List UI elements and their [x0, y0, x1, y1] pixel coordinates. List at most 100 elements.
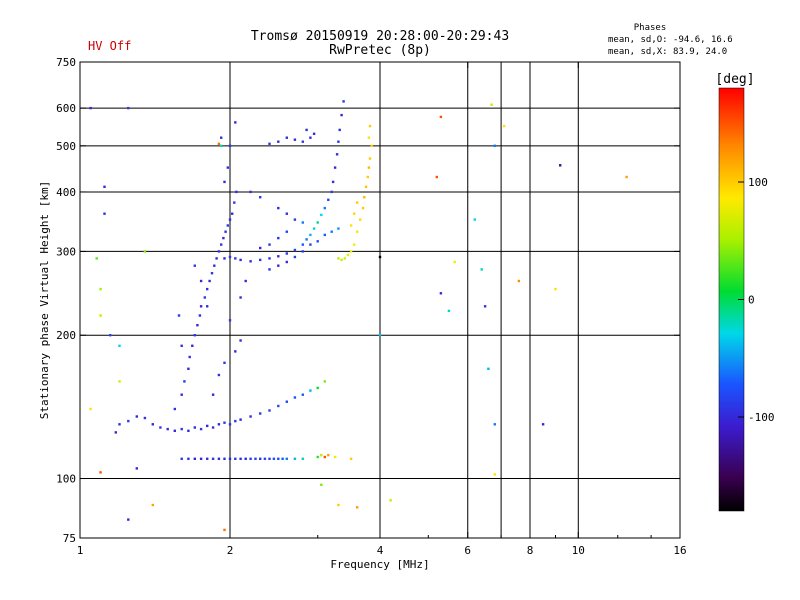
data-point	[480, 268, 483, 271]
data-point	[285, 260, 288, 264]
data-point	[223, 257, 226, 260]
data-point	[188, 355, 191, 359]
data-point	[114, 431, 117, 434]
data-point	[166, 427, 169, 431]
data-point	[268, 142, 271, 145]
x-axis-label: Frequency [MHz]	[330, 558, 429, 571]
data-point	[249, 457, 252, 460]
y-tick-label: 750	[56, 56, 76, 69]
data-point	[361, 206, 365, 210]
data-point	[268, 457, 271, 460]
y-tick-label: 75	[63, 532, 76, 545]
data-point	[493, 473, 496, 476]
data-point	[625, 175, 628, 179]
phases-stats-x: mean, sd,X: 83.9, 24.0	[608, 47, 727, 57]
data-point	[293, 138, 297, 141]
data-point	[193, 334, 196, 337]
data-point	[503, 124, 506, 128]
data-point	[301, 457, 304, 460]
data-point	[228, 218, 232, 221]
data-point	[389, 499, 392, 502]
data-point	[359, 218, 362, 221]
colorbar-tick-label: 0	[748, 294, 755, 307]
data-point	[118, 344, 121, 347]
data-point	[211, 393, 215, 396]
data-point	[249, 190, 252, 194]
phases-stats-o: mean, sd,O: -94.6, 16.6	[608, 35, 733, 45]
data-point	[370, 144, 373, 147]
data-point	[309, 136, 312, 139]
axis-ticks: 1 2 4 6 8 10 16 75 100 200 300 400 500 600 750	[56, 56, 687, 557]
data-point	[363, 196, 366, 199]
data-point	[353, 243, 356, 246]
data-point	[268, 409, 271, 412]
data-point	[226, 224, 229, 227]
data-point	[159, 426, 162, 429]
data-point	[239, 339, 242, 342]
data-point	[199, 305, 203, 308]
data-point	[346, 253, 350, 257]
data-point	[268, 243, 271, 246]
data-point	[320, 213, 323, 217]
data-point	[203, 296, 206, 299]
data-point	[235, 190, 238, 194]
data-point	[180, 427, 183, 431]
data-point	[285, 136, 288, 139]
data-point	[191, 344, 194, 347]
data-point	[285, 252, 288, 255]
data-point	[193, 264, 196, 267]
data-point	[217, 142, 221, 145]
data-point	[330, 190, 333, 194]
data-point	[439, 115, 443, 119]
data-point	[554, 287, 557, 291]
x-tick-label: 10	[572, 544, 585, 557]
data-point	[187, 457, 190, 460]
data-point	[323, 380, 326, 383]
data-point	[135, 415, 138, 418]
data-point	[541, 423, 545, 426]
data-point	[323, 233, 326, 237]
data-point	[268, 257, 271, 260]
data-point	[340, 258, 343, 262]
data-point	[249, 415, 252, 418]
data-point	[151, 503, 154, 507]
data-point	[323, 206, 326, 210]
data-point	[447, 309, 451, 313]
data-point	[337, 503, 340, 507]
data-point	[439, 292, 443, 295]
data-point	[483, 305, 487, 308]
data-point	[285, 457, 288, 460]
data-point	[309, 243, 312, 246]
data-point	[217, 250, 221, 253]
data-point	[277, 236, 280, 240]
data-point	[487, 367, 490, 370]
data-point	[259, 258, 262, 262]
data-point	[220, 136, 223, 139]
data-point	[151, 423, 154, 426]
data-point	[312, 227, 316, 230]
data-point	[208, 279, 211, 283]
data-point	[323, 455, 326, 459]
data-point	[180, 457, 183, 460]
data-point	[333, 166, 337, 169]
data-point	[196, 324, 199, 327]
data-point	[490, 103, 493, 106]
data-point	[215, 257, 218, 260]
data-point	[281, 457, 284, 460]
data-point	[244, 457, 247, 460]
data-point	[143, 416, 147, 420]
data-point	[272, 457, 276, 460]
data-point	[239, 457, 242, 460]
data-point	[180, 393, 183, 396]
x-tick-label: 2	[227, 544, 234, 557]
colorbar	[718, 87, 745, 512]
data-point	[327, 453, 330, 457]
data-point	[330, 230, 333, 233]
data-point	[223, 361, 226, 364]
data-point	[109, 334, 112, 337]
data-point	[180, 344, 183, 347]
data-point	[293, 218, 297, 221]
data-point	[337, 227, 340, 230]
